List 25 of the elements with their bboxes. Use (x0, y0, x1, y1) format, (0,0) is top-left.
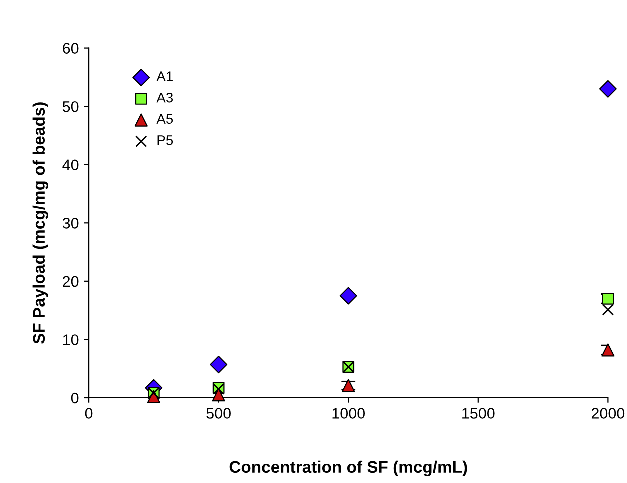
x-tick-label: 1000 (332, 408, 366, 419)
point (210, 356, 228, 374)
legend-label: A1 (156, 72, 173, 82)
x-tick-label: 1500 (462, 408, 495, 419)
y-tick-label: 10 (63, 334, 79, 346)
y-tick-label: 60 (63, 43, 79, 54)
y-tick-label: 0 (71, 392, 79, 404)
legend-label: A5 (156, 114, 174, 124)
point (602, 304, 614, 316)
point (602, 292, 614, 305)
y-tick-label: 30 (62, 218, 79, 229)
x-tick-label: 500 (206, 408, 231, 419)
point (212, 388, 226, 402)
x-axis-title: Concentration of SF (mcg/mL) (230, 460, 468, 476)
y-axis-title: SF Payload (mcg/mg of beads) (32, 102, 48, 344)
point (602, 344, 615, 357)
point (599, 80, 617, 98)
x-tick-label: 2000 (592, 408, 625, 419)
y-tick-label: 40 (62, 160, 79, 171)
legend-label: A3 (156, 92, 174, 103)
legend-label: P5 (158, 136, 174, 146)
y-tick-label: 50 (62, 101, 79, 112)
x-tick-label: 0 (85, 408, 93, 419)
point (340, 287, 358, 305)
y-tick-label: 20 (63, 276, 79, 288)
